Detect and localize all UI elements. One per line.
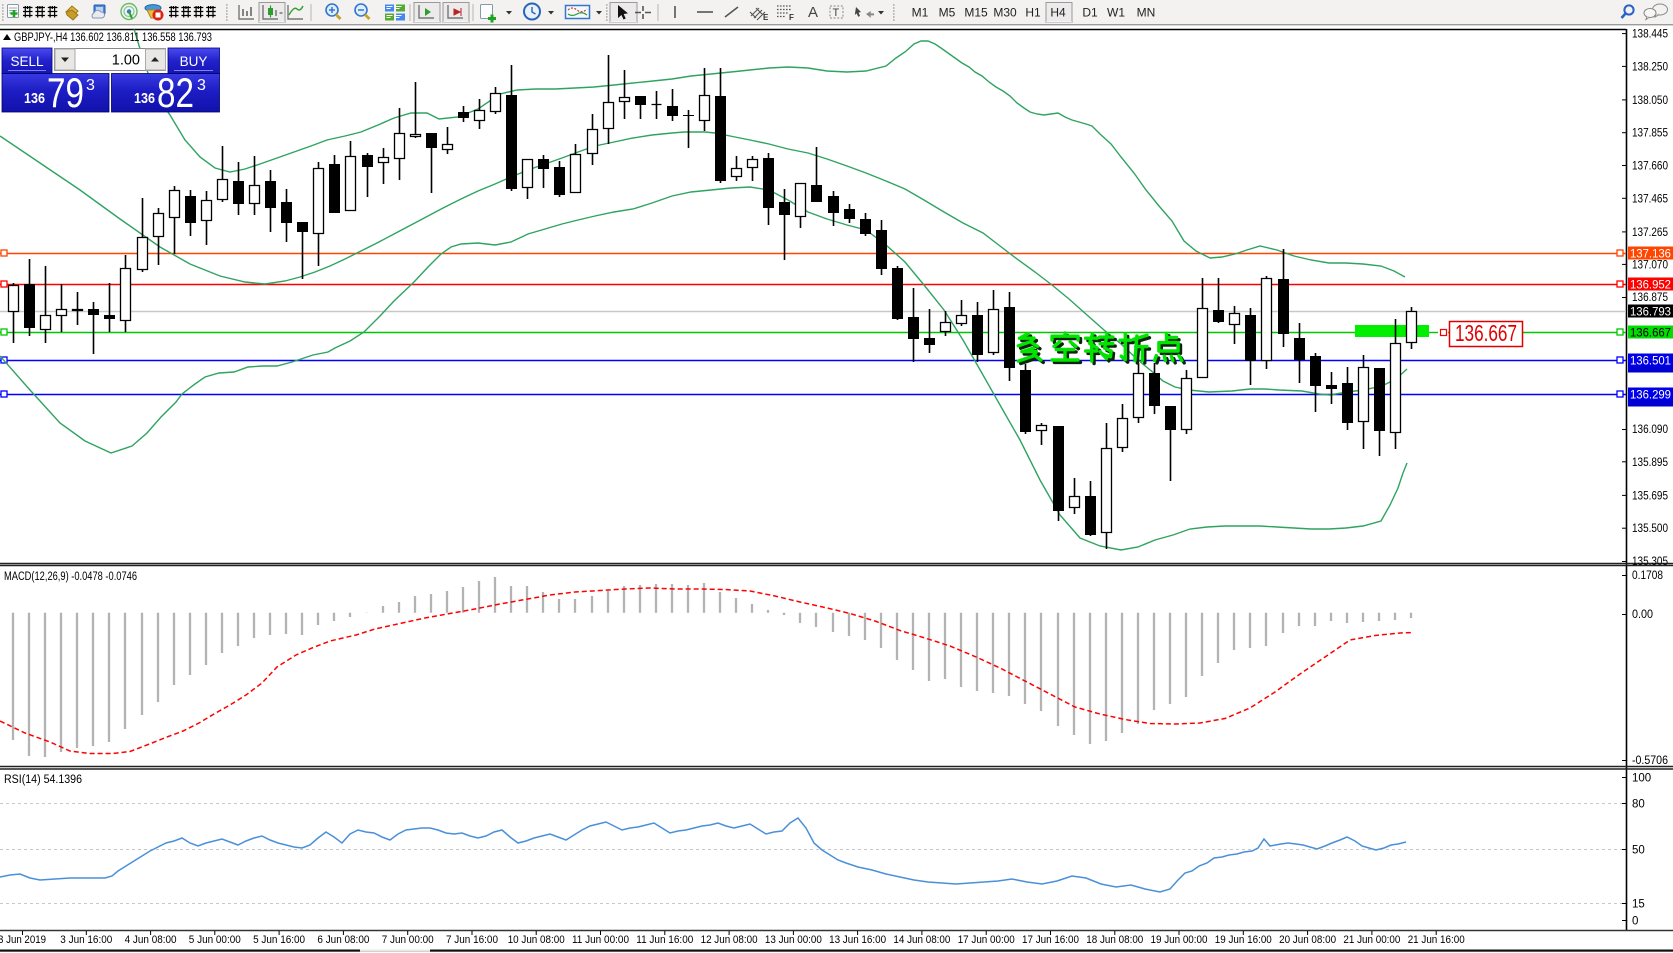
- svg-text:137.070: 137.070: [1632, 259, 1668, 271]
- svg-text:M15: M15: [964, 6, 988, 20]
- svg-text:GBPJPY-,H4 136.602 136.811 13: GBPJPY-,H4 136.602 136.811 136.558 136.7…: [14, 32, 212, 44]
- svg-text:137.465: 137.465: [1632, 193, 1668, 205]
- svg-text:80: 80: [1632, 799, 1645, 811]
- svg-text:6 Jun 08:00: 6 Jun 08:00: [317, 934, 369, 946]
- svg-text:18 Jun 08:00: 18 Jun 08:00: [1086, 934, 1143, 946]
- svg-text:19 Jun 16:00: 19 Jun 16:00: [1215, 934, 1272, 946]
- svg-text:20 Jun 08:00: 20 Jun 08:00: [1279, 934, 1336, 946]
- svg-text:135.695: 135.695: [1632, 490, 1668, 502]
- svg-text:SELL: SELL: [10, 54, 44, 69]
- svg-text:136.501: 136.501: [1630, 356, 1671, 368]
- svg-text:0.00: 0.00: [1632, 609, 1653, 621]
- svg-text:4 Jun 08:00: 4 Jun 08:00: [125, 934, 177, 946]
- svg-text:17 Jun 16:00: 17 Jun 16:00: [1022, 934, 1079, 946]
- svg-text:10 Jun 08:00: 10 Jun 08:00: [508, 934, 565, 946]
- svg-text:MACD(12,26,9) -0.0478 -0.0746: MACD(12,26,9) -0.0478 -0.0746: [4, 571, 137, 583]
- svg-text:RSI(14) 54.1396: RSI(14) 54.1396: [4, 774, 82, 786]
- svg-text:135.305: 135.305: [1632, 556, 1668, 568]
- svg-text:135.500: 135.500: [1632, 523, 1668, 535]
- svg-text:136.090: 136.090: [1632, 424, 1668, 436]
- svg-text:137.660: 137.660: [1632, 161, 1668, 173]
- svg-text:11 Jun 16:00: 11 Jun 16:00: [636, 934, 693, 946]
- svg-text:82: 82: [157, 69, 194, 116]
- svg-text:138.250: 138.250: [1632, 61, 1668, 73]
- svg-text:136.667: 136.667: [1630, 328, 1671, 340]
- svg-text:19 Jun 00:00: 19 Jun 00:00: [1151, 934, 1208, 946]
- svg-text:1.00: 1.00: [112, 53, 140, 69]
- svg-text:136: 136: [24, 90, 45, 107]
- svg-text:A: A: [808, 4, 818, 21]
- svg-text:T: T: [833, 7, 840, 19]
- svg-text:5 Jun 16:00: 5 Jun 16:00: [253, 934, 305, 946]
- svg-text:15: 15: [1632, 899, 1645, 911]
- svg-text:137.136: 137.136: [1630, 249, 1671, 261]
- svg-text:136.875: 136.875: [1632, 292, 1668, 304]
- svg-text:BUY: BUY: [180, 54, 208, 69]
- svg-text:136.793: 136.793: [1630, 307, 1671, 319]
- svg-text:50: 50: [1632, 845, 1645, 857]
- svg-text:0.1708: 0.1708: [1632, 570, 1663, 582]
- svg-text:H1: H1: [1025, 6, 1041, 20]
- svg-text:100: 100: [1632, 773, 1651, 785]
- svg-text:3: 3: [86, 77, 95, 94]
- svg-text:138.445: 138.445: [1632, 29, 1668, 41]
- svg-text:F: F: [789, 13, 794, 22]
- svg-text:11 Jun 00:00: 11 Jun 00:00: [572, 934, 629, 946]
- svg-text:7 Jun 16:00: 7 Jun 16:00: [446, 934, 498, 946]
- svg-text:-0.5706: -0.5706: [1632, 755, 1668, 767]
- svg-text:14 Jun 08:00: 14 Jun 08:00: [893, 934, 950, 946]
- svg-text:136.667: 136.667: [1455, 320, 1517, 346]
- svg-text:M1: M1: [912, 6, 929, 20]
- svg-text:H4: H4: [1050, 6, 1066, 20]
- svg-text:3 Jun 2019: 3 Jun 2019: [0, 934, 46, 946]
- svg-text:M5: M5: [939, 6, 956, 20]
- svg-text:136.299: 136.299: [1630, 390, 1671, 402]
- svg-text:135.895: 135.895: [1632, 457, 1668, 469]
- svg-text:136.952: 136.952: [1630, 280, 1671, 292]
- svg-text:W1: W1: [1107, 6, 1125, 20]
- svg-text:3 Jun 16:00: 3 Jun 16:00: [60, 934, 112, 946]
- svg-text:17 Jun 00:00: 17 Jun 00:00: [958, 934, 1015, 946]
- svg-text:5 Jun 00:00: 5 Jun 00:00: [189, 934, 241, 946]
- svg-text:13 Jun 00:00: 13 Jun 00:00: [765, 934, 822, 946]
- svg-text:0: 0: [1632, 916, 1638, 928]
- svg-text:21 Jun 00:00: 21 Jun 00:00: [1343, 934, 1400, 946]
- svg-text:M30: M30: [993, 6, 1017, 20]
- svg-text:7 Jun 00:00: 7 Jun 00:00: [382, 934, 434, 946]
- svg-text:137.855: 137.855: [1632, 128, 1668, 140]
- svg-text:12 Jun 08:00: 12 Jun 08:00: [701, 934, 758, 946]
- svg-text:79: 79: [47, 69, 84, 116]
- svg-text:E: E: [763, 13, 769, 22]
- svg-text:13 Jun 16:00: 13 Jun 16:00: [829, 934, 886, 946]
- svg-text:137.265: 137.265: [1632, 227, 1668, 239]
- svg-text:21 Jun 16:00: 21 Jun 16:00: [1408, 934, 1465, 946]
- svg-text:138.050: 138.050: [1632, 95, 1668, 107]
- svg-text:136: 136: [134, 90, 155, 107]
- svg-text:MN: MN: [1137, 6, 1156, 20]
- svg-text:3: 3: [197, 77, 206, 94]
- svg-text:D1: D1: [1082, 6, 1098, 20]
